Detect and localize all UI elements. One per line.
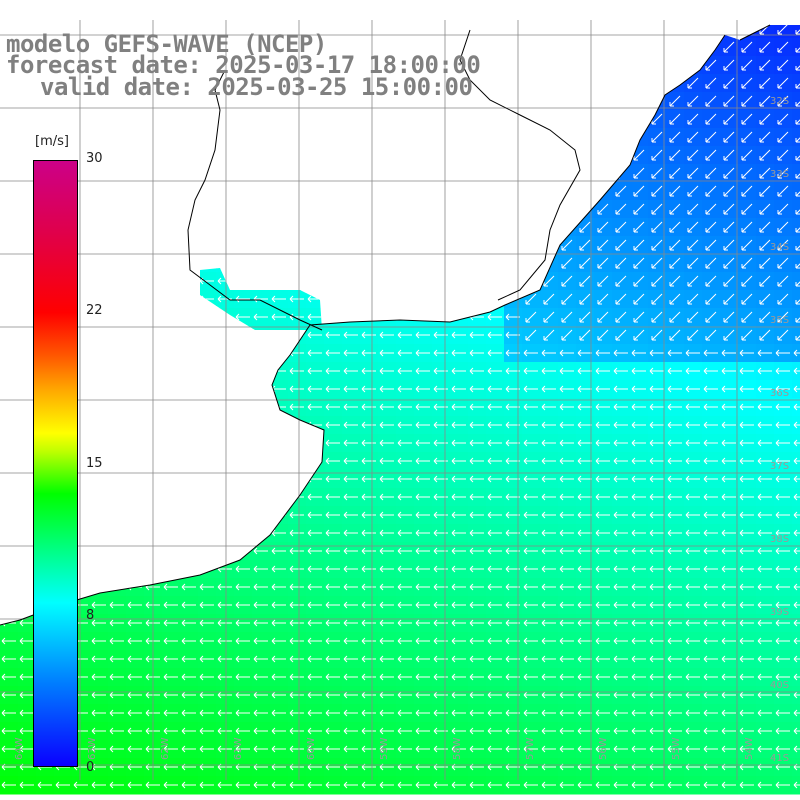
lon-label: 57W [525, 737, 536, 760]
colorbar-tick-15: 15 [86, 456, 103, 471]
lat-label: 40S [770, 680, 789, 691]
coastline [0, 24, 771, 626]
colorbar-scale [33, 160, 78, 767]
lat-label: 35S [770, 315, 789, 326]
lon-label: 54W [744, 737, 755, 760]
lon-label: 58W [452, 737, 463, 760]
lat-label: 41S [770, 753, 789, 764]
colorbar-tick-0: 0 [86, 760, 95, 775]
lon-label: 62W [160, 737, 171, 760]
lat-label: 36S [770, 388, 789, 399]
lon-label: 64W [14, 737, 25, 760]
colorbar-tick-30: 30 [86, 151, 103, 166]
lat-label: 32S [770, 96, 789, 107]
map-title-model: modelo GEFS-WAVE (NCEP) [6, 30, 327, 58]
colorbar-tick-8: 8 [86, 608, 95, 623]
lat-label: 39S [770, 607, 789, 618]
lon-label: 60W [306, 737, 317, 760]
inland-coastline [187, 29, 581, 331]
map-title-valid-date: valid date: 2025-03-25 15:00:00 [40, 73, 473, 101]
map-title-forecast-date: forecast date: 2025-03-17 18:00:00 [6, 51, 481, 79]
lat-label: 33S [770, 169, 789, 180]
lat-label: 38S [770, 534, 789, 545]
colorbar-tick-22: 22 [86, 303, 103, 318]
lon-label: 63W [87, 737, 98, 760]
lon-label: 56W [598, 737, 609, 760]
lon-label: 59W [379, 737, 390, 760]
lat-label: 37S [770, 461, 789, 472]
lon-label: 55W [671, 737, 682, 760]
lat-label: 34S [770, 242, 789, 253]
lon-label: 61W [233, 737, 244, 760]
colorbar-unit: [m/s] [35, 134, 69, 149]
